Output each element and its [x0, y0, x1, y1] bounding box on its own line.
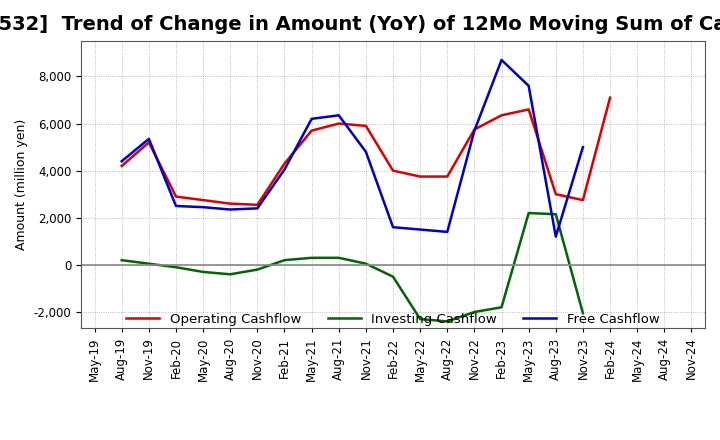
Operating Cashflow [171, 194, 180, 199]
Investing Cashflow [361, 261, 370, 266]
Operating Cashflow [361, 123, 370, 128]
Operating Cashflow [498, 113, 506, 118]
Investing Cashflow [524, 210, 533, 216]
Title: [6532]  Trend of Change in Amount (YoY) of 12Mo Moving Sum of Cashflows: [6532] Trend of Change in Amount (YoY) o… [0, 15, 720, 34]
Free Cashflow [307, 116, 316, 121]
Free Cashflow [199, 205, 207, 210]
Free Cashflow [389, 224, 397, 230]
Investing Cashflow [470, 309, 479, 315]
Investing Cashflow [171, 264, 180, 270]
Investing Cashflow [416, 316, 425, 322]
Free Cashflow [117, 158, 126, 164]
Free Cashflow [470, 128, 479, 133]
Free Cashflow [416, 227, 425, 232]
Free Cashflow [552, 234, 560, 239]
Operating Cashflow [579, 198, 588, 203]
Operating Cashflow [117, 163, 126, 169]
Investing Cashflow [280, 257, 289, 263]
Investing Cashflow [307, 255, 316, 260]
Free Cashflow [145, 136, 153, 142]
Line: Investing Cashflow: Investing Cashflow [122, 213, 583, 321]
Operating Cashflow [443, 174, 451, 179]
Free Cashflow [334, 113, 343, 118]
Operating Cashflow [226, 201, 235, 206]
Line: Operating Cashflow: Operating Cashflow [122, 98, 610, 205]
Operating Cashflow [606, 95, 614, 100]
Investing Cashflow [253, 267, 261, 272]
Free Cashflow [361, 149, 370, 154]
Operating Cashflow [524, 107, 533, 112]
Investing Cashflow [579, 311, 588, 316]
Operating Cashflow [280, 161, 289, 166]
Investing Cashflow [498, 304, 506, 310]
Investing Cashflow [389, 274, 397, 279]
Operating Cashflow [253, 202, 261, 207]
Free Cashflow [226, 207, 235, 212]
Operating Cashflow [552, 191, 560, 197]
Line: Free Cashflow: Free Cashflow [122, 60, 583, 237]
Operating Cashflow [389, 168, 397, 173]
Operating Cashflow [199, 198, 207, 203]
Investing Cashflow [226, 271, 235, 277]
Operating Cashflow [145, 140, 153, 145]
Free Cashflow [443, 229, 451, 235]
Investing Cashflow [199, 269, 207, 275]
Free Cashflow [253, 206, 261, 211]
Free Cashflow [171, 203, 180, 209]
Operating Cashflow [334, 121, 343, 126]
Investing Cashflow [117, 257, 126, 263]
Legend: Operating Cashflow, Investing Cashflow, Free Cashflow: Operating Cashflow, Investing Cashflow, … [121, 308, 665, 331]
Operating Cashflow [416, 174, 425, 179]
Free Cashflow [498, 57, 506, 62]
Operating Cashflow [470, 127, 479, 132]
Free Cashflow [579, 144, 588, 150]
Y-axis label: Amount (million yen): Amount (million yen) [15, 119, 28, 250]
Free Cashflow [280, 167, 289, 172]
Investing Cashflow [443, 319, 451, 324]
Investing Cashflow [334, 255, 343, 260]
Operating Cashflow [307, 128, 316, 133]
Free Cashflow [524, 83, 533, 88]
Investing Cashflow [552, 212, 560, 217]
Investing Cashflow [145, 261, 153, 266]
